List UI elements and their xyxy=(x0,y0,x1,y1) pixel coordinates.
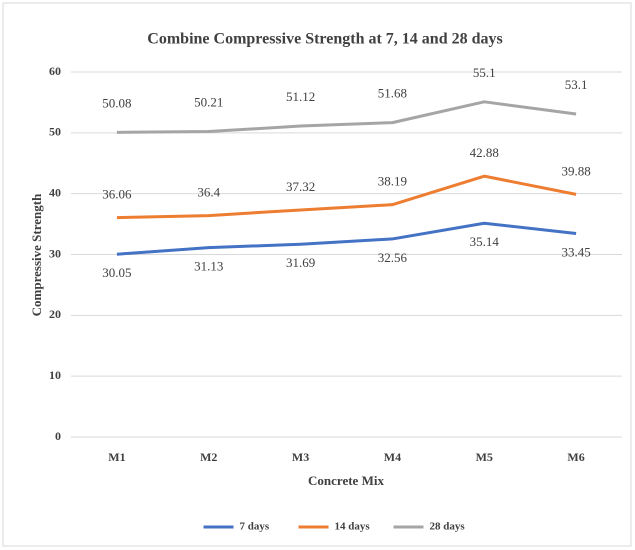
line-series xyxy=(116,221,577,256)
x-tick-label: M3 xyxy=(292,450,309,464)
line-series xyxy=(116,174,577,220)
data-label: 55.1 xyxy=(473,65,496,80)
data-label: 53.1 xyxy=(565,77,588,92)
data-label: 31.13 xyxy=(194,259,223,274)
data-label: 50.21 xyxy=(194,95,223,110)
data-label: 37.32 xyxy=(286,179,315,194)
x-tick-label: M5 xyxy=(476,450,493,464)
x-tick-label: M4 xyxy=(384,450,401,464)
data-label: 51.68 xyxy=(378,86,407,101)
y-tick-label: 60 xyxy=(49,64,61,78)
data-label: 42.88 xyxy=(470,145,499,160)
y-tick-label: 10 xyxy=(49,368,61,382)
data-label: 30.05 xyxy=(102,265,131,280)
data-label: 36.4 xyxy=(197,185,220,200)
x-tick-label: M6 xyxy=(567,450,584,464)
data-label: 51.12 xyxy=(286,89,315,104)
data-label: 36.06 xyxy=(102,187,132,202)
legend-label: 28 days xyxy=(430,521,466,533)
y-tick-label: 20 xyxy=(49,307,61,321)
x-tick-label: M2 xyxy=(200,450,217,464)
data-label: 33.45 xyxy=(561,244,590,259)
x-axis-title: Concrete Mix xyxy=(308,473,384,488)
legend-label: 14 days xyxy=(335,521,371,533)
x-tick-label: M1 xyxy=(108,450,125,464)
y-tick-label: 40 xyxy=(49,185,61,199)
data-label: 39.88 xyxy=(561,163,590,178)
data-label: 31.69 xyxy=(286,255,315,270)
y-tick-label: 50 xyxy=(49,125,61,139)
y-tick-label: 30 xyxy=(49,246,61,260)
data-label: 38.19 xyxy=(378,174,407,189)
chart-title: Combine Compressive Strength at 7, 14 an… xyxy=(147,31,502,48)
line-series xyxy=(116,100,577,134)
y-axis-title: Compressive Strength xyxy=(29,193,44,316)
legend-label: 7 days xyxy=(240,521,270,533)
data-label: 50.08 xyxy=(102,95,131,110)
y-tick-label: 0 xyxy=(55,429,61,443)
data-label: 35.14 xyxy=(470,234,500,249)
data-label: 32.56 xyxy=(378,250,408,265)
